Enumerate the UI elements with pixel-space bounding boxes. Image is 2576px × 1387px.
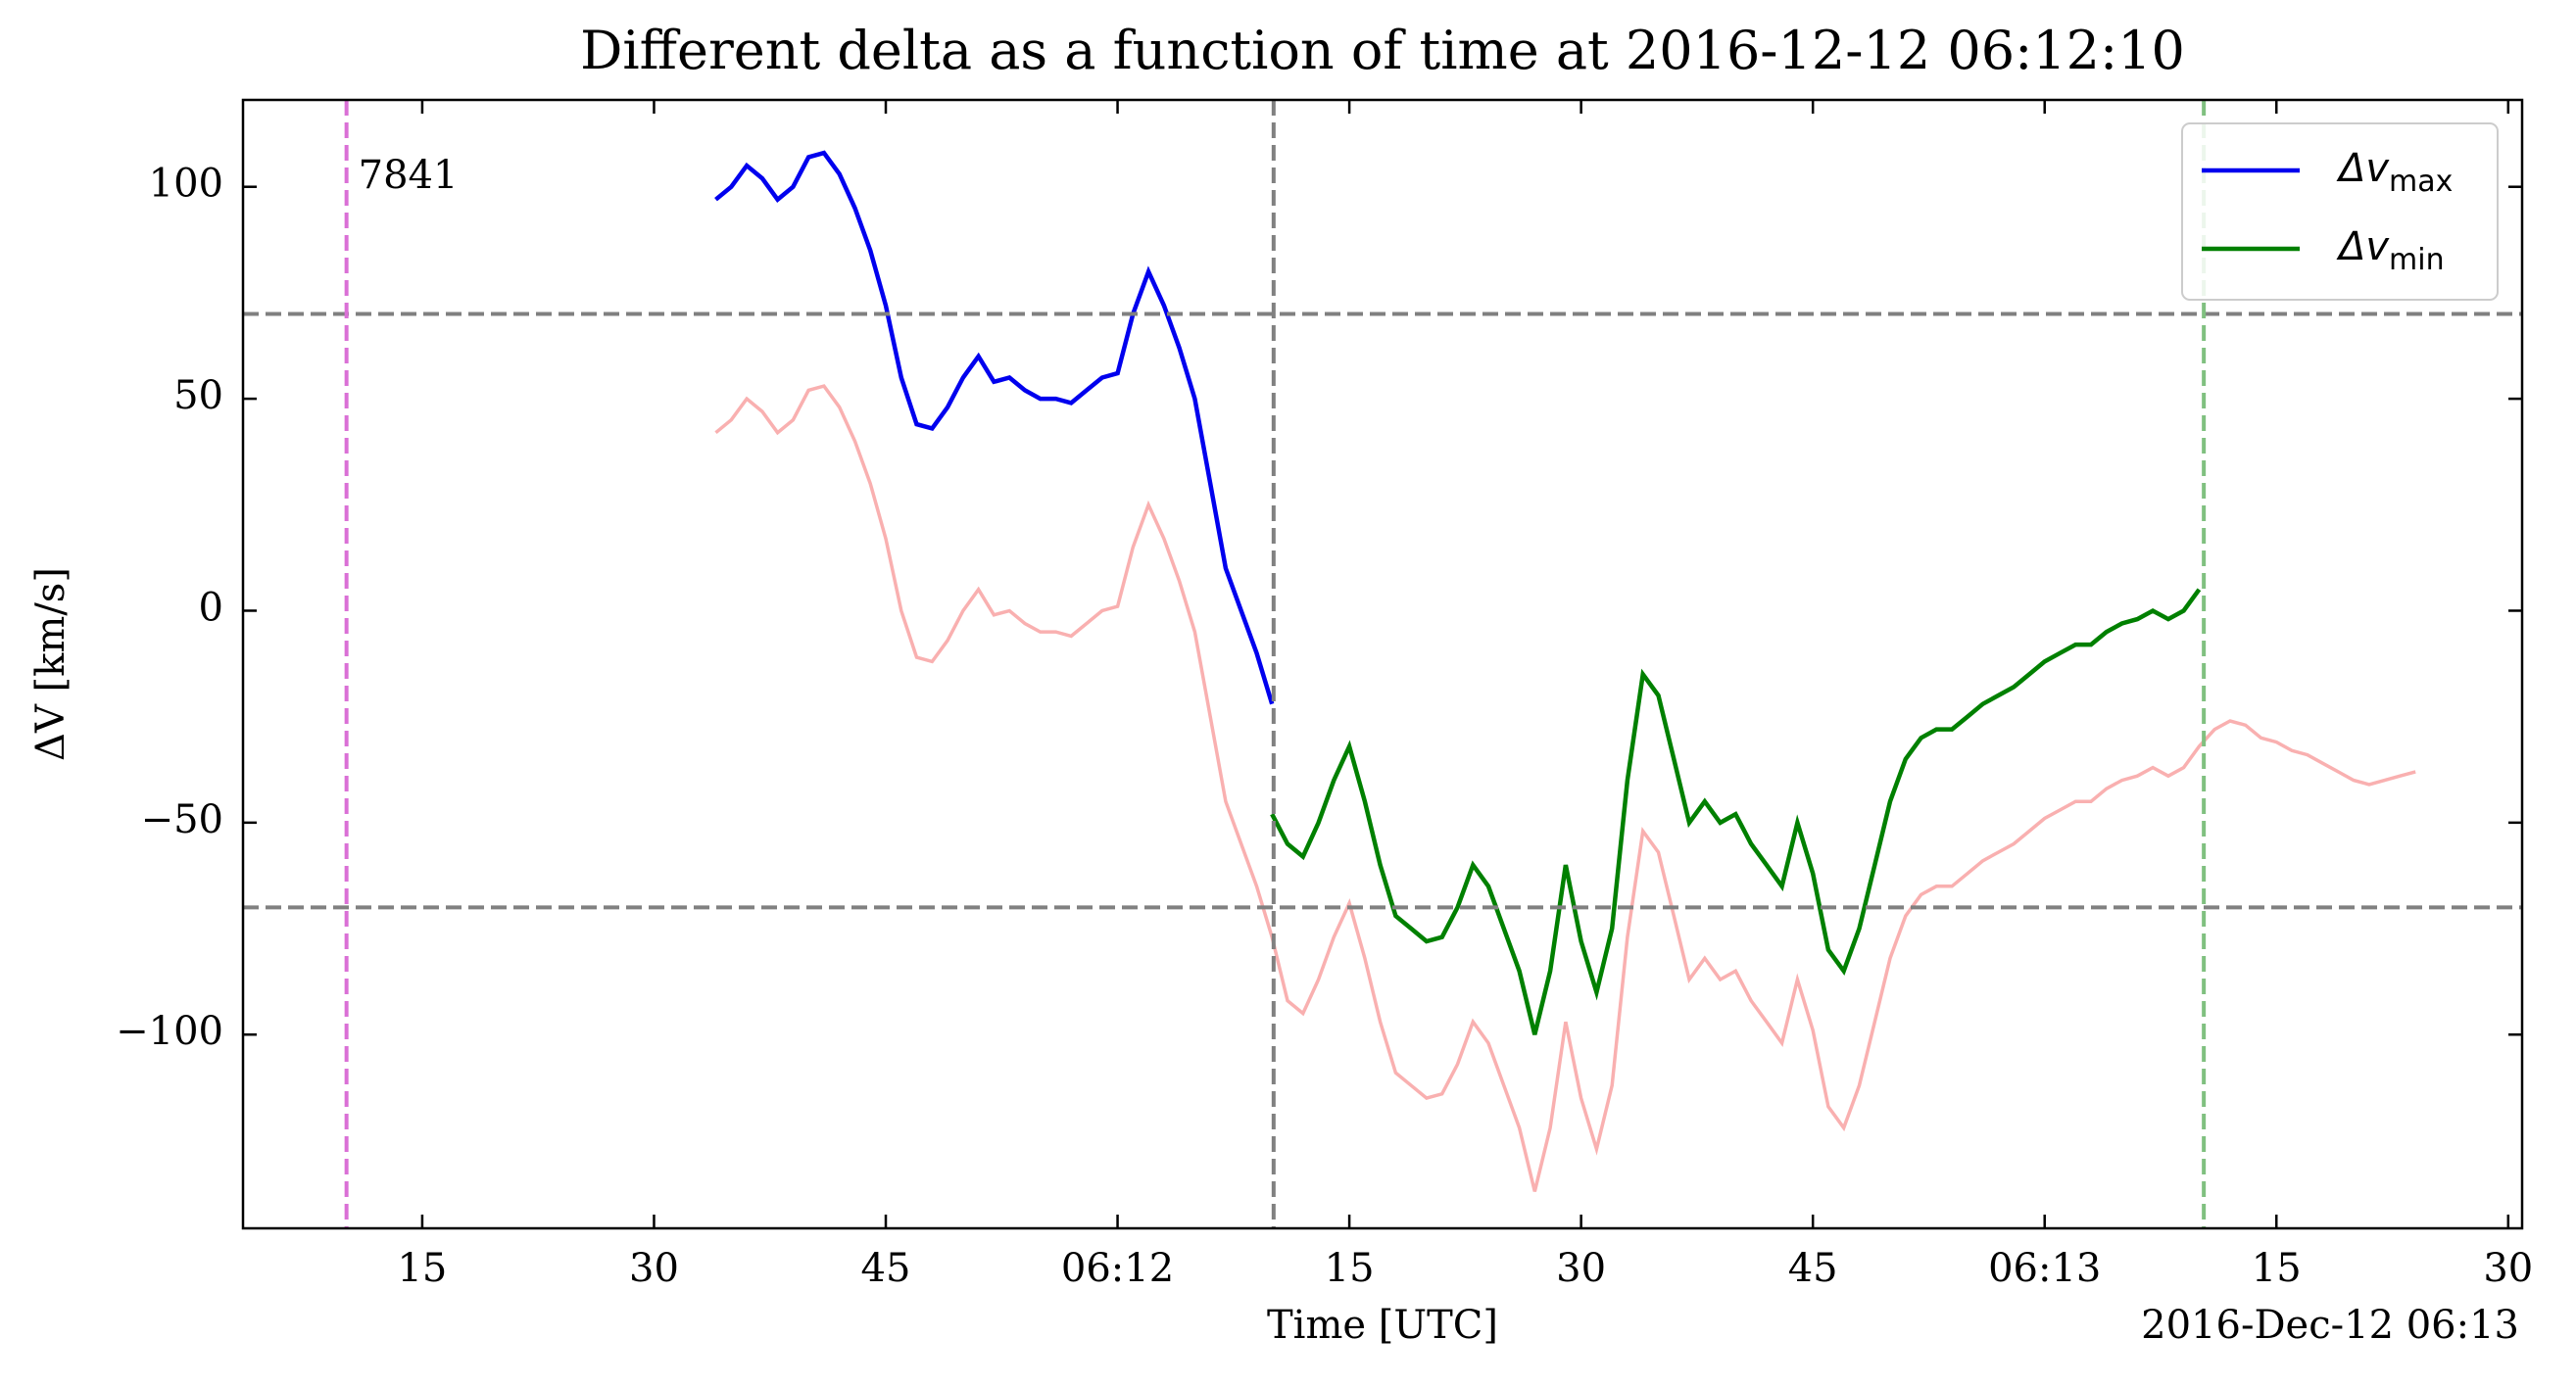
y-tick-label: 50 <box>173 373 223 418</box>
x-tick-label: 15 <box>397 1246 447 1291</box>
data-line <box>1270 588 2202 1035</box>
y-tick-label: 0 <box>199 585 223 630</box>
legend-label: Δvmin <box>2336 224 2445 277</box>
x-tick-label: 30 <box>629 1246 679 1291</box>
x-tick-label: 15 <box>1325 1246 1375 1291</box>
chart-title: Different delta as a function of time at… <box>580 20 2185 81</box>
legend-name: Δv <box>2336 224 2390 269</box>
y-tick-label: 100 <box>149 162 223 207</box>
legend-name: Δv <box>2336 146 2390 191</box>
legend-subscript: min <box>2389 243 2445 277</box>
data-line <box>714 384 2416 1192</box>
x-tick-label: 06:12 <box>1061 1246 1174 1291</box>
plot-frame <box>241 98 2524 1230</box>
x-tick-label: 45 <box>1788 1246 1838 1291</box>
y-tick-label: −100 <box>116 1009 223 1054</box>
y-axis-label: ΔV [km/s] <box>28 567 73 761</box>
x-tick-label: 30 <box>2483 1246 2533 1291</box>
offset-label: 2016-Dec-12 06:13 <box>2141 1303 2519 1348</box>
x-tick-label: 45 <box>861 1246 911 1291</box>
x-axis-label: Time [UTC] <box>1267 1303 1498 1348</box>
data-line <box>714 150 1275 705</box>
legend-subscript: max <box>2389 165 2453 199</box>
legend-box <box>2181 122 2499 301</box>
x-tick-label: 15 <box>2252 1246 2302 1291</box>
annotation: 7841 <box>359 153 459 198</box>
y-tick-label: −50 <box>141 797 223 842</box>
x-tick-label: 06:13 <box>1988 1246 2101 1291</box>
x-tick-label: 30 <box>1556 1246 1606 1291</box>
legend-label: Δvmax <box>2336 146 2453 199</box>
